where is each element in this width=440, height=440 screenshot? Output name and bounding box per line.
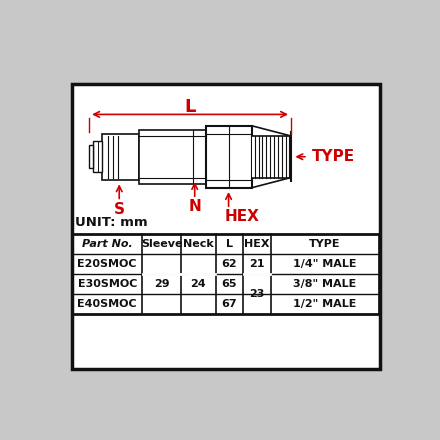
Text: 24: 24 <box>191 279 206 289</box>
Text: L: L <box>184 98 196 116</box>
Bar <box>206 126 253 187</box>
Bar <box>72 84 379 369</box>
Text: 29: 29 <box>154 279 169 289</box>
Text: 23: 23 <box>249 289 265 299</box>
Text: 1/4" MALE: 1/4" MALE <box>293 259 356 269</box>
Text: Part No.: Part No. <box>82 239 132 249</box>
Text: 21: 21 <box>249 259 265 269</box>
Text: 1/2" MALE: 1/2" MALE <box>293 299 356 309</box>
Text: TYPE: TYPE <box>312 149 355 164</box>
Text: 65: 65 <box>222 279 237 289</box>
Text: 62: 62 <box>222 259 237 269</box>
Text: HEX: HEX <box>244 239 270 249</box>
Text: L: L <box>226 239 233 249</box>
Text: E30SMOC: E30SMOC <box>77 279 137 289</box>
Bar <box>139 130 206 184</box>
Text: TYPE: TYPE <box>309 239 341 249</box>
Text: E40SMOC: E40SMOC <box>77 299 137 309</box>
Text: Sleeve: Sleeve <box>141 239 182 249</box>
Text: N: N <box>188 199 201 214</box>
Bar <box>93 141 102 172</box>
Bar <box>89 145 93 168</box>
Text: S: S <box>114 202 125 216</box>
Text: Neck: Neck <box>183 239 214 249</box>
Bar <box>253 136 291 177</box>
Text: E20SMOC: E20SMOC <box>77 259 137 269</box>
Text: UNIT: mm: UNIT: mm <box>75 216 148 229</box>
Bar <box>102 134 139 180</box>
Text: 3/8" MALE: 3/8" MALE <box>293 279 356 289</box>
Text: HEX: HEX <box>225 209 260 224</box>
Text: 67: 67 <box>222 299 237 309</box>
